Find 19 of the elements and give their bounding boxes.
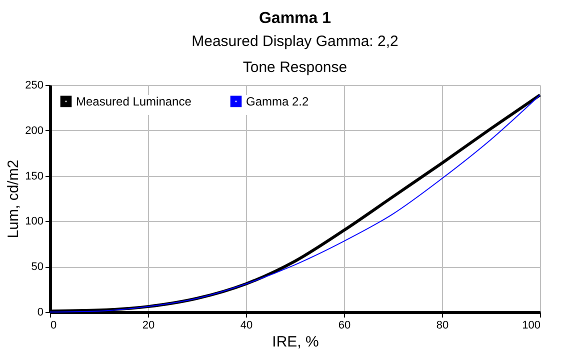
x-axis-title: IRE, % xyxy=(272,334,319,350)
y-tick-label: 250 xyxy=(25,80,44,92)
y-tick-label: 200 xyxy=(25,124,44,137)
y-tick-label: 100 xyxy=(25,216,44,228)
legend-label: Measured Luminance xyxy=(76,94,192,108)
x-tick-label: 0 xyxy=(50,320,57,332)
chart-title: Gamma 1 xyxy=(258,10,332,27)
y-tick-label: 50 xyxy=(31,261,44,274)
x-tick-label: 60 xyxy=(338,320,351,332)
x-tick-label: 80 xyxy=(436,320,449,332)
y-axis-title: Lum, cd/m2 xyxy=(5,160,22,238)
y-tick-label: 0 xyxy=(37,306,44,318)
chart-subtitle: Measured Display Gamma: 2,2 xyxy=(192,33,398,50)
y-tick-label: 150 xyxy=(25,170,44,182)
x-tick-label: 40 xyxy=(240,320,253,332)
legend-label: Gamma 2.2 xyxy=(246,94,310,108)
text: Tone Response xyxy=(242,59,348,76)
x-tick-label: 20 xyxy=(142,320,155,332)
x-tick-label: 100 xyxy=(522,320,540,332)
